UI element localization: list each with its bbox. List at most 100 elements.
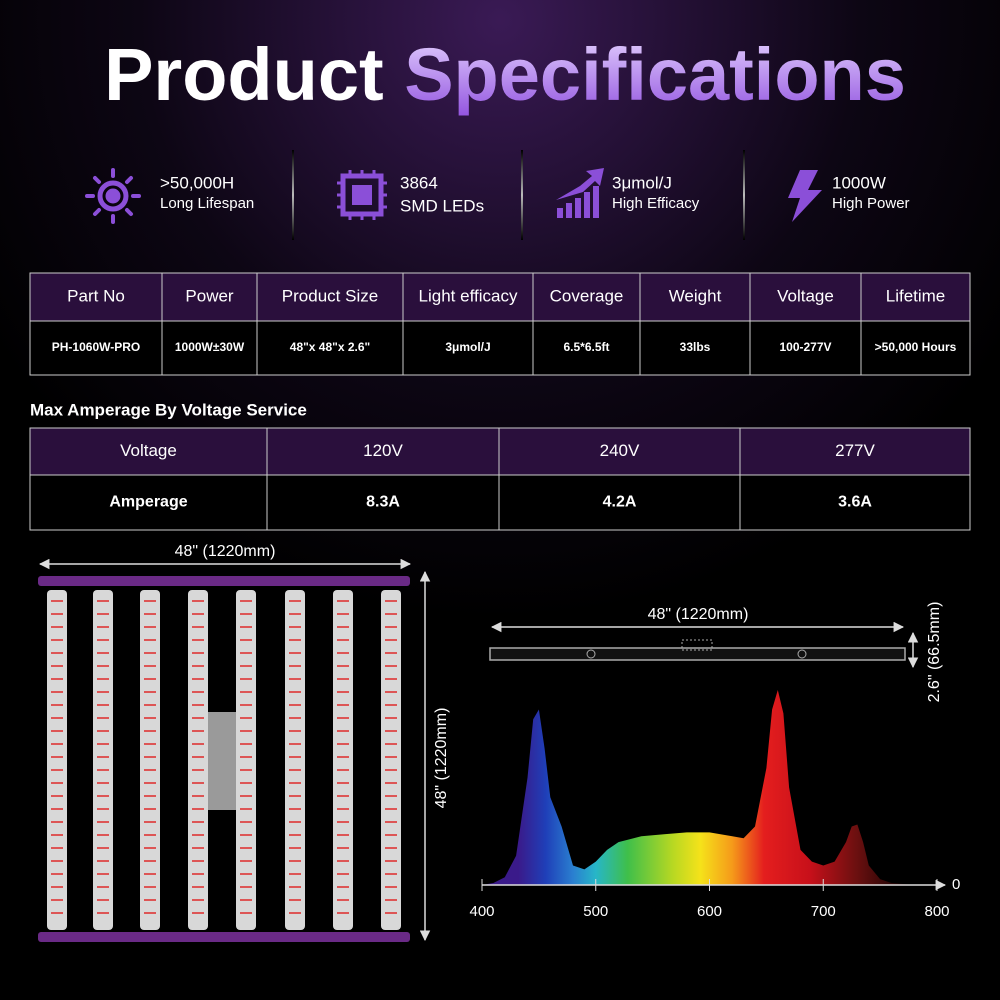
led-row <box>97 886 109 888</box>
led-row <box>97 704 109 706</box>
icons <box>85 168 822 224</box>
led-row <box>385 704 397 706</box>
led-row <box>144 756 156 758</box>
led-row <box>51 678 63 680</box>
led-row <box>51 639 63 641</box>
led-row <box>337 808 349 810</box>
led-row <box>97 665 109 667</box>
table-cell: 4.2A <box>603 494 637 511</box>
led-row <box>51 626 63 628</box>
led-row <box>385 756 397 758</box>
led-row <box>289 847 301 849</box>
led-row <box>192 730 204 732</box>
led-row <box>192 860 204 862</box>
led-row <box>144 600 156 602</box>
dimension-label: 48" (1220mm) <box>175 543 276 560</box>
table-cell: 277V <box>835 441 875 460</box>
led-row <box>97 821 109 823</box>
led-row <box>51 899 63 901</box>
led-row <box>97 912 109 914</box>
table-cell: Light efficacy <box>419 286 518 305</box>
led-row <box>240 730 252 732</box>
led-row <box>240 808 252 810</box>
table-cell: Part No <box>67 286 125 305</box>
x-tick-label: 400 <box>469 903 494 920</box>
led-row <box>51 652 63 654</box>
led-row <box>51 600 63 602</box>
light-bar <box>236 590 256 930</box>
led-row <box>385 912 397 914</box>
led-row <box>240 795 252 797</box>
led-row <box>240 847 252 849</box>
led-row <box>289 756 301 758</box>
table-cell: Power <box>185 286 234 305</box>
led-row <box>385 834 397 836</box>
led-row <box>51 873 63 875</box>
led-row <box>51 756 63 758</box>
table-cell: Weight <box>669 286 722 305</box>
led-row <box>337 639 349 641</box>
led-row <box>337 613 349 615</box>
profile-drawing <box>489 621 919 669</box>
led-row <box>289 769 301 771</box>
led-row <box>337 834 349 836</box>
led-row <box>337 652 349 654</box>
led-row <box>240 769 252 771</box>
led-row <box>192 626 204 628</box>
led-row <box>192 912 204 914</box>
led-row <box>289 860 301 862</box>
led-row <box>289 691 301 693</box>
led-row <box>337 860 349 862</box>
led-row <box>289 782 301 784</box>
led-row <box>289 600 301 602</box>
feature-label: Long Lifespan <box>160 195 254 212</box>
led-row <box>337 704 349 706</box>
x-tick-label: 600 <box>697 903 722 920</box>
led-row <box>97 743 109 745</box>
led-row <box>97 873 109 875</box>
led-row <box>97 847 109 849</box>
led-row <box>144 782 156 784</box>
led-row <box>97 691 109 693</box>
led-row <box>385 665 397 667</box>
led-row <box>51 704 63 706</box>
led-row <box>144 730 156 732</box>
led-row <box>51 808 63 810</box>
led-row <box>51 834 63 836</box>
led-row <box>337 821 349 823</box>
led-row <box>337 769 349 771</box>
led-row <box>97 860 109 862</box>
led-row <box>240 613 252 615</box>
led-row <box>192 847 204 849</box>
led-row <box>192 678 204 680</box>
table-row <box>29 320 971 376</box>
led-row <box>240 834 252 836</box>
led-row <box>240 756 252 758</box>
led-row <box>144 847 156 849</box>
feature-label: High Power <box>832 195 910 212</box>
led-row <box>289 730 301 732</box>
led-row <box>240 717 252 719</box>
table-cell: 100-277V <box>779 340 831 354</box>
led-row <box>289 912 301 914</box>
led-row <box>289 873 301 875</box>
x-tick-label: 700 <box>811 903 836 920</box>
section-title: Max Amperage By Voltage Service <box>30 400 307 419</box>
led-row <box>240 821 252 823</box>
light-bar <box>333 590 353 930</box>
led-row <box>192 756 204 758</box>
led-row <box>385 626 397 628</box>
dimension-label: 2.6" (66.5mm) <box>926 602 943 703</box>
led-row <box>240 873 252 875</box>
led-row <box>385 743 397 745</box>
led-row <box>144 626 156 628</box>
led-row <box>337 626 349 628</box>
led-row <box>97 756 109 758</box>
led-row <box>240 899 252 901</box>
led-row <box>385 795 397 797</box>
led-row <box>289 626 301 628</box>
led-row <box>289 795 301 797</box>
led-row <box>337 717 349 719</box>
table-cell: Amperage <box>109 494 187 511</box>
light-bar <box>188 590 208 930</box>
